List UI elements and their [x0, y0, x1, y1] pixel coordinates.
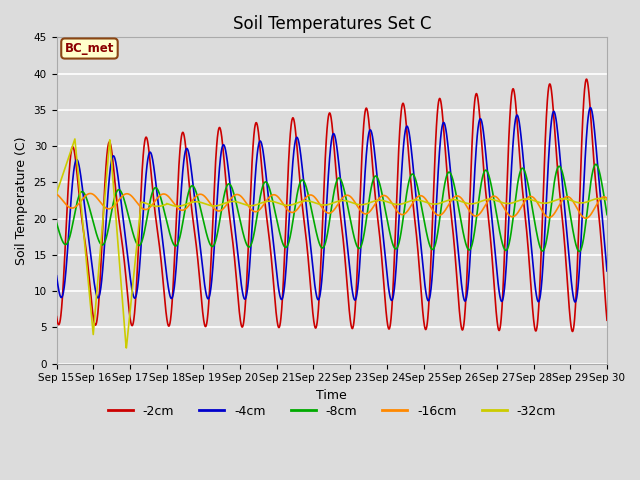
- Title: Soil Temperatures Set C: Soil Temperatures Set C: [232, 15, 431, 33]
- Legend: -2cm, -4cm, -8cm, -16cm, -32cm: -2cm, -4cm, -8cm, -16cm, -32cm: [102, 400, 561, 423]
- Y-axis label: Soil Temperature (C): Soil Temperature (C): [15, 136, 28, 265]
- X-axis label: Time: Time: [316, 389, 347, 402]
- Text: BC_met: BC_met: [65, 42, 114, 55]
